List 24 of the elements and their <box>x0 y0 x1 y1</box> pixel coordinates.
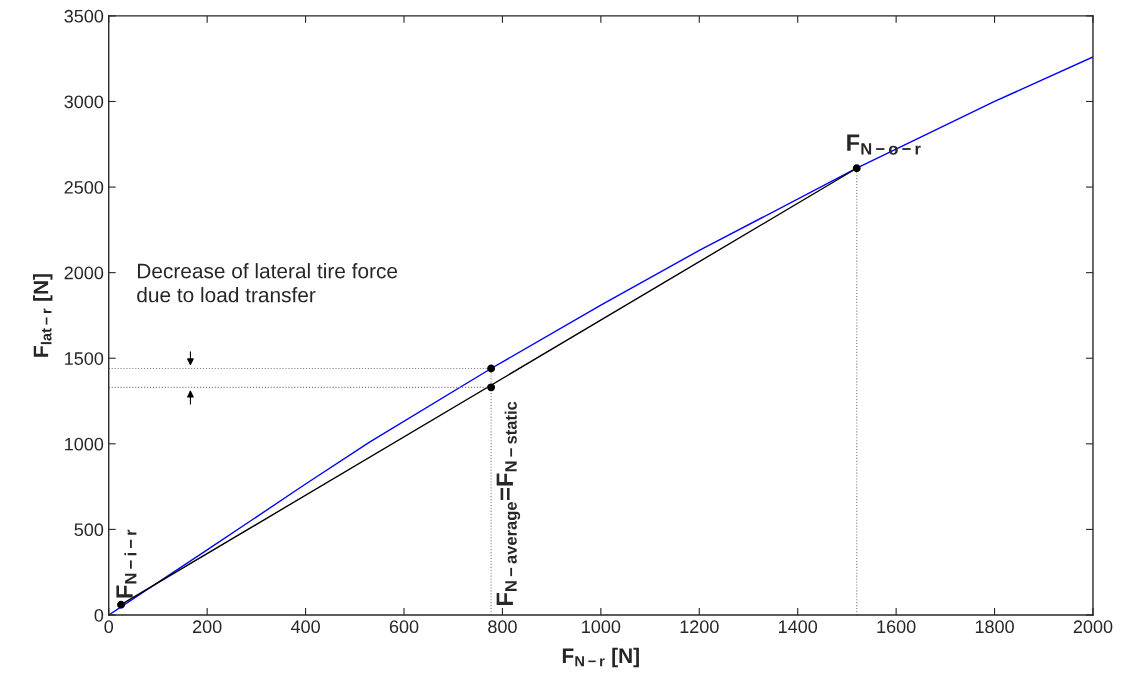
x-tick-label: 2000 <box>1073 620 1113 634</box>
x-tick-label: 800 <box>488 620 517 634</box>
y-tick-label: 0 <box>94 608 104 622</box>
x-tick-label: 400 <box>290 620 320 634</box>
x-tick-label: 1400 <box>779 620 818 634</box>
y-tick-label: 3000 <box>64 95 104 109</box>
y-tick-label: 3500 <box>64 9 104 23</box>
x-tick-label: 1600 <box>877 620 916 634</box>
y-axis-title: F$_{lat−r}$ [N] <box>33 274 53 357</box>
y-tick-label: 1000 <box>65 437 104 451</box>
x-tick-label: 1800 <box>975 620 1014 634</box>
x-tick-label: 1200 <box>680 620 719 634</box>
x-tick-label: 600 <box>389 620 419 634</box>
y-tick-label: 500 <box>74 523 104 537</box>
x-axis-title: F$_{N−r}$ [N] <box>562 647 639 668</box>
x-tick-label: 200 <box>193 620 222 634</box>
annotation: F$_{N−i−r}$ <box>116 529 137 598</box>
y-tick-label: 2000 <box>64 266 104 280</box>
y-tick-label: 2500 <box>64 181 104 194</box>
annotation: F$_{N−average}$=F$_{N−static}$ <box>496 401 521 606</box>
x-tick-label: 1000 <box>582 620 621 634</box>
annotation: Decrease of lateral tire force due to load transfer <box>137 263 398 303</box>
x-tick-label: 0 <box>104 620 114 634</box>
y-tick-label: 1500 <box>65 352 104 365</box>
